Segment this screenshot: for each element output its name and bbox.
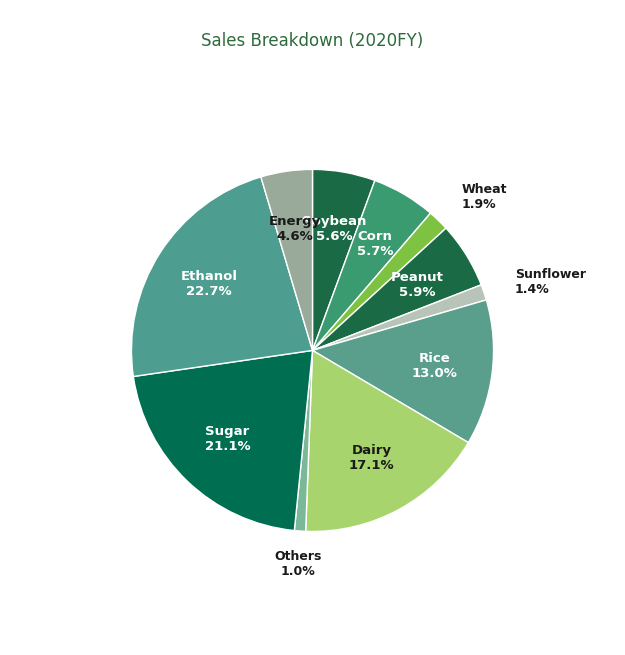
Wedge shape: [312, 181, 431, 350]
Text: Dairy
17.1%: Dairy 17.1%: [349, 445, 394, 472]
Wedge shape: [312, 285, 486, 350]
Text: Soybean
5.6%: Soybean 5.6%: [302, 215, 366, 243]
Text: Sugar
21.1%: Sugar 21.1%: [204, 425, 250, 453]
Text: Others
1.0%: Others 1.0%: [274, 550, 321, 578]
Wedge shape: [131, 177, 312, 377]
Wedge shape: [312, 300, 494, 443]
Wedge shape: [312, 228, 481, 350]
Text: Sales Breakdown (2020FY): Sales Breakdown (2020FY): [201, 31, 424, 50]
Wedge shape: [312, 213, 446, 350]
Wedge shape: [294, 350, 312, 531]
Text: Ethanol
22.7%: Ethanol 22.7%: [180, 270, 238, 298]
Text: Rice
13.0%: Rice 13.0%: [412, 352, 458, 380]
Text: Peanut
5.9%: Peanut 5.9%: [391, 271, 444, 299]
Text: Wheat
1.9%: Wheat 1.9%: [461, 183, 507, 211]
Text: Sunflower
1.4%: Sunflower 1.4%: [515, 268, 586, 296]
Wedge shape: [306, 350, 468, 531]
Text: Corn
5.7%: Corn 5.7%: [357, 231, 393, 258]
Wedge shape: [133, 350, 312, 531]
Text: Energy
4.6%: Energy 4.6%: [269, 215, 321, 242]
Wedge shape: [261, 170, 312, 350]
Wedge shape: [312, 170, 375, 350]
